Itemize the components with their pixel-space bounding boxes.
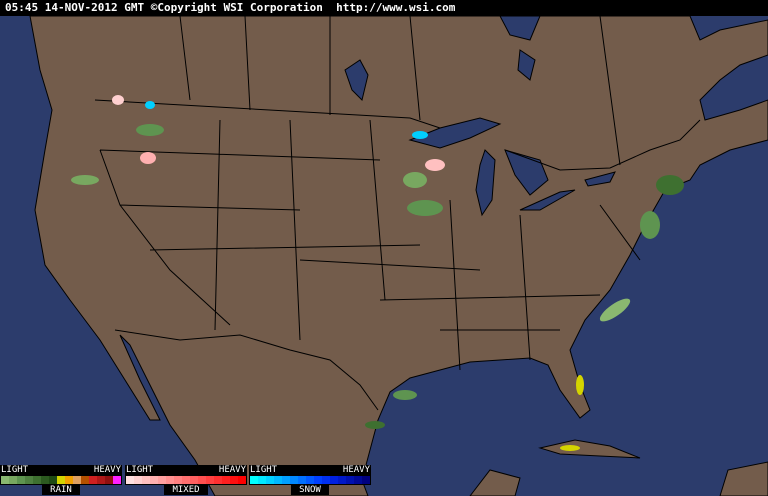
- lake-michigan: [475, 149, 496, 217]
- precip-mixed: [140, 152, 156, 164]
- legend-name: RAIN: [42, 485, 80, 495]
- color-swatch: [266, 476, 274, 484]
- precip-rain: [656, 175, 684, 195]
- color-swatch: [274, 476, 282, 484]
- color-swatch: [41, 476, 49, 484]
- us-canada-border: [94, 99, 701, 171]
- color-swatch: [9, 476, 17, 484]
- land-north-america: [29, 15, 768, 496]
- color-swatch: [214, 476, 222, 484]
- color-swatch: [182, 476, 190, 484]
- legend-heavy-label: HEAVY: [93, 465, 121, 475]
- legend-light-label: LIGHT: [126, 465, 154, 475]
- legend-heavy-label: HEAVY: [218, 465, 246, 475]
- land-caribbean: [719, 461, 768, 496]
- color-swatch: [250, 476, 258, 484]
- us-mexico-border: [114, 329, 379, 411]
- province-lines: [179, 15, 621, 166]
- color-swatch: [306, 476, 314, 484]
- color-scale: [125, 475, 247, 485]
- precip-rain: [136, 124, 164, 136]
- copyright: ©Copyright WSI Corporation: [150, 1, 323, 14]
- color-swatch: [1, 476, 9, 484]
- color-swatch: [81, 476, 89, 484]
- precip-rain: [599, 298, 631, 322]
- precip-rain: [365, 421, 385, 429]
- color-swatch: [298, 476, 306, 484]
- lake-nipigon: [517, 49, 536, 81]
- legend-light-label: LIGHT: [1, 465, 29, 475]
- color-swatch: [166, 476, 174, 484]
- color-swatch: [17, 476, 25, 484]
- precip-rain: [640, 211, 660, 239]
- land-cuba: [538, 439, 641, 459]
- color-swatch: [222, 476, 230, 484]
- color-swatch: [354, 476, 362, 484]
- timestamp: 05:45 14-NOV-2012 GMT: [5, 1, 145, 14]
- color-swatch: [57, 476, 65, 484]
- color-swatch: [174, 476, 182, 484]
- legend-snow: LIGHT HEAVY SNOW: [249, 465, 371, 495]
- color-scale: [249, 475, 371, 485]
- header-bar: 05:45 14-NOV-2012 GMT ©Copyright WSI Cor…: [0, 0, 768, 16]
- precipitation: [71, 95, 684, 451]
- url: http://www.wsi.com: [336, 1, 456, 14]
- color-swatch: [126, 476, 134, 484]
- legend-light-label: LIGHT: [250, 465, 278, 475]
- color-swatch: [49, 476, 57, 484]
- color-swatch: [198, 476, 206, 484]
- color-swatch: [282, 476, 290, 484]
- color-swatch: [33, 476, 41, 484]
- precip-rain: [393, 390, 417, 400]
- legend-name: MIXED: [164, 485, 208, 495]
- legend-mixed: LIGHT HEAVY MIXED: [125, 465, 247, 495]
- precip-rain: [407, 200, 443, 216]
- color-swatch: [97, 476, 105, 484]
- color-swatch: [142, 476, 150, 484]
- color-swatch: [346, 476, 354, 484]
- precip-snow: [412, 131, 428, 139]
- state-lines: [99, 119, 641, 371]
- lake-winnipeg: [344, 59, 369, 101]
- precip-rain: [71, 175, 99, 185]
- color-swatch: [113, 476, 121, 484]
- legend-rain: LIGHT HEAVY RAIN: [0, 465, 122, 495]
- color-swatch: [190, 476, 198, 484]
- color-swatch: [25, 476, 33, 484]
- color-swatch: [322, 476, 330, 484]
- color-swatch: [238, 476, 246, 484]
- color-swatch: [330, 476, 338, 484]
- precip-mixed: [425, 159, 445, 171]
- color-swatch: [362, 476, 370, 484]
- precip-mixed: [112, 95, 124, 105]
- color-scale: [0, 475, 122, 485]
- legend-name: SNOW: [291, 485, 329, 495]
- color-swatch: [150, 476, 158, 484]
- color-swatch: [206, 476, 214, 484]
- legend-heavy-label: HEAVY: [342, 465, 370, 475]
- color-swatch: [65, 476, 73, 484]
- lake-ontario: [584, 171, 616, 187]
- precip-rain: [576, 375, 584, 395]
- color-swatch: [338, 476, 346, 484]
- color-swatch: [230, 476, 238, 484]
- borders: [94, 15, 701, 411]
- lake-erie: [519, 189, 576, 211]
- precip-snow: [145, 101, 155, 109]
- precip-rain: [560, 445, 580, 451]
- color-swatch: [105, 476, 113, 484]
- color-swatch: [258, 476, 266, 484]
- land-yucatan: [469, 469, 521, 496]
- color-swatch: [290, 476, 298, 484]
- color-swatch: [73, 476, 81, 484]
- james-bay: [499, 15, 541, 41]
- color-swatch: [89, 476, 97, 484]
- color-swatch: [314, 476, 322, 484]
- color-swatch: [134, 476, 142, 484]
- color-swatch: [158, 476, 166, 484]
- lake-superior: [408, 117, 502, 149]
- precip-rain: [403, 172, 427, 188]
